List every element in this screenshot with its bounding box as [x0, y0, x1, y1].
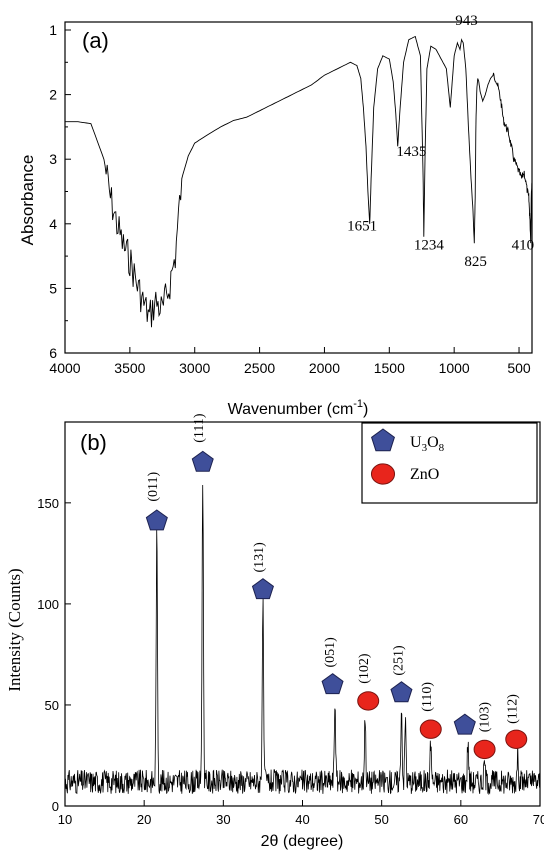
peak-label: 1435 — [396, 144, 426, 160]
x-tick-label: 2000 — [309, 360, 340, 376]
x-tick-label: 3000 — [179, 360, 210, 376]
panel-label: (a) — [82, 28, 109, 53]
miller-index-label: (131) — [252, 542, 267, 573]
miller-index-label: (011) — [146, 471, 161, 501]
miller-index-label: (051) — [323, 637, 338, 668]
legend-u3o8-o: O — [427, 434, 439, 451]
y-axis-label: Absorbance — [18, 155, 37, 246]
y-axis: 0 50 100 150 — [37, 496, 71, 814]
miller-index-label: (103) — [478, 702, 493, 733]
xrd-pattern-line — [64, 484, 540, 796]
zno-marker — [419, 719, 442, 739]
legend-zno-marker — [370, 463, 396, 485]
x-axis-label-text: Wavenumber (cm — [228, 401, 354, 418]
x-tick-label: 60 — [454, 812, 468, 827]
miller-index-label: (102) — [357, 653, 372, 684]
phase-markers: (011) (111) (131) (051) (102) (251) (110) (103)… — [145, 413, 528, 760]
x-tick-label: 1500 — [374, 360, 405, 376]
u3o8-marker — [145, 509, 168, 531]
xrd-panel: 0 50 100 150 10 20 30 40 50 60 70 (011) (111) (131)… — [5, 413, 544, 850]
peak-label: 410 — [512, 238, 535, 254]
x-axis: 10 20 30 40 50 60 70 — [58, 800, 544, 827]
miller-index-label: (112) — [505, 694, 520, 724]
y-axis-label: Intensity (Counts) — [5, 568, 24, 691]
u3o8-marker — [191, 450, 214, 472]
y-tick-label: 3 — [49, 151, 57, 167]
legend-u3o8-sub2: 8 — [439, 442, 445, 454]
y-tick-label: 2 — [49, 87, 57, 103]
peak-annotations: 943 1435 1651 1234 825 410 — [347, 13, 534, 270]
ir-spectrum-line — [65, 35, 533, 328]
legend-label-zno: ZnO — [410, 466, 439, 483]
x-tick-label: 20 — [137, 812, 151, 827]
x-tick-label: 2500 — [244, 360, 275, 376]
x-axis-label: 2θ (degree) — [261, 833, 344, 850]
legend-u3o8-marker — [371, 428, 395, 452]
y-tick-label: 6 — [49, 345, 57, 361]
u3o8-marker — [321, 673, 344, 695]
miller-index-label: (251) — [391, 645, 406, 676]
x-tick-label: 40 — [295, 812, 309, 827]
zno-marker — [357, 691, 380, 711]
x-tick-label: 50 — [374, 812, 388, 827]
legend-u3o8-sub1: 3 — [422, 442, 428, 454]
x-tick-label: 10 — [58, 812, 72, 827]
x-axis-label-sup: -1 — [353, 398, 363, 410]
u3o8-marker — [251, 578, 274, 600]
x-tick-label: 30 — [216, 812, 230, 827]
peak-label: 825 — [464, 254, 487, 270]
x-tick-label: 500 — [507, 360, 531, 376]
u3o8-marker — [390, 681, 413, 703]
y-axis: 1 2 3 4 5 6 — [49, 22, 71, 361]
legend-u3o8-u: U — [410, 434, 422, 451]
y-tick-label: 4 — [49, 216, 57, 232]
x-axis-label-close: ) — [363, 401, 368, 418]
peak-label: 1234 — [414, 238, 445, 254]
zno-marker — [473, 739, 496, 760]
x-tick-label: 1000 — [439, 360, 470, 376]
y-tick-label: 50 — [45, 698, 59, 713]
legend: U3O8 ZnO — [361, 422, 538, 504]
y-tick-label: 0 — [52, 799, 59, 814]
y-tick-label: 5 — [49, 280, 57, 296]
x-tick-label: 4000 — [49, 360, 80, 376]
y-tick-label: 150 — [37, 496, 59, 511]
x-axis: 4000 3500 3000 2500 2000 1500 1000 500 — [49, 347, 531, 376]
legend-items — [370, 428, 396, 485]
y-tick-label: 100 — [37, 597, 59, 612]
panel-label: (b) — [80, 430, 107, 455]
legend-label-u3o8: U3O8 — [410, 434, 445, 454]
zno-marker — [505, 729, 528, 750]
y-tick-label: 1 — [49, 22, 57, 38]
x-tick-label: 70 — [533, 812, 544, 827]
miller-index-label: (111) — [192, 413, 207, 443]
x-axis-label: Wavenumber (cm-1) — [228, 398, 369, 418]
u3o8-marker — [453, 713, 476, 735]
miller-index-label: (110) — [420, 682, 435, 712]
peak-label: 943 — [455, 13, 478, 29]
plot-frame — [64, 21, 533, 354]
peak-label: 1651 — [347, 218, 377, 234]
x-tick-label: 3500 — [114, 360, 145, 376]
